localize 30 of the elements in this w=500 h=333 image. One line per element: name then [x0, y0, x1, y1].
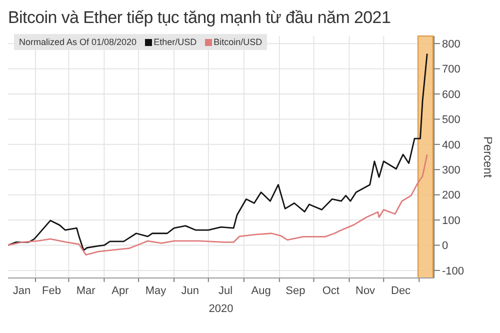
- x-tick-label: May: [145, 284, 167, 297]
- x-tick-label: Oct: [322, 284, 340, 297]
- y-tick-label: 0: [442, 240, 448, 252]
- legend-title: Normalized As Of 01/08/2020: [19, 37, 137, 47]
- y-tick-label: -100: [442, 265, 464, 278]
- y-tick-label: 700: [442, 64, 460, 76]
- x-tick-label: Apr: [112, 284, 130, 297]
- legend-label: Ether/USD: [152, 37, 197, 47]
- x-tick-label: Sep: [286, 284, 306, 297]
- legend-label: Bitcoin/USD: [212, 37, 262, 47]
- x-tick-label: Jul: [218, 284, 233, 297]
- x-tick-label: Jun: [181, 284, 199, 297]
- x-tick-label: Nov: [356, 284, 376, 297]
- chart-title: Bitcoin và Ether tiếp tục tăng mạnh từ đầu năm 2021: [8, 8, 392, 29]
- y-tick-label: 600: [442, 88, 460, 101]
- line-series: [8, 52, 428, 251]
- x-tick-label: Mar: [76, 284, 96, 297]
- x-axis-title: 2020: [208, 303, 234, 315]
- x-tick-label: Jan: [12, 284, 31, 297]
- y-axis-title: Percent: [480, 136, 495, 178]
- y-tick-label: 200: [442, 190, 460, 202]
- y-tick-label: 300: [442, 164, 460, 177]
- x-tick-label: Dec: [391, 284, 412, 297]
- y-tick-label: 500: [442, 114, 460, 126]
- y-tick-label: 100: [442, 214, 460, 227]
- x-tick-label: Aug: [251, 284, 271, 297]
- y-tick-label: 800: [442, 38, 460, 50]
- x-tick-label: Feb: [42, 284, 61, 297]
- line-series: [8, 154, 428, 256]
- y-tick-label: 400: [442, 139, 460, 152]
